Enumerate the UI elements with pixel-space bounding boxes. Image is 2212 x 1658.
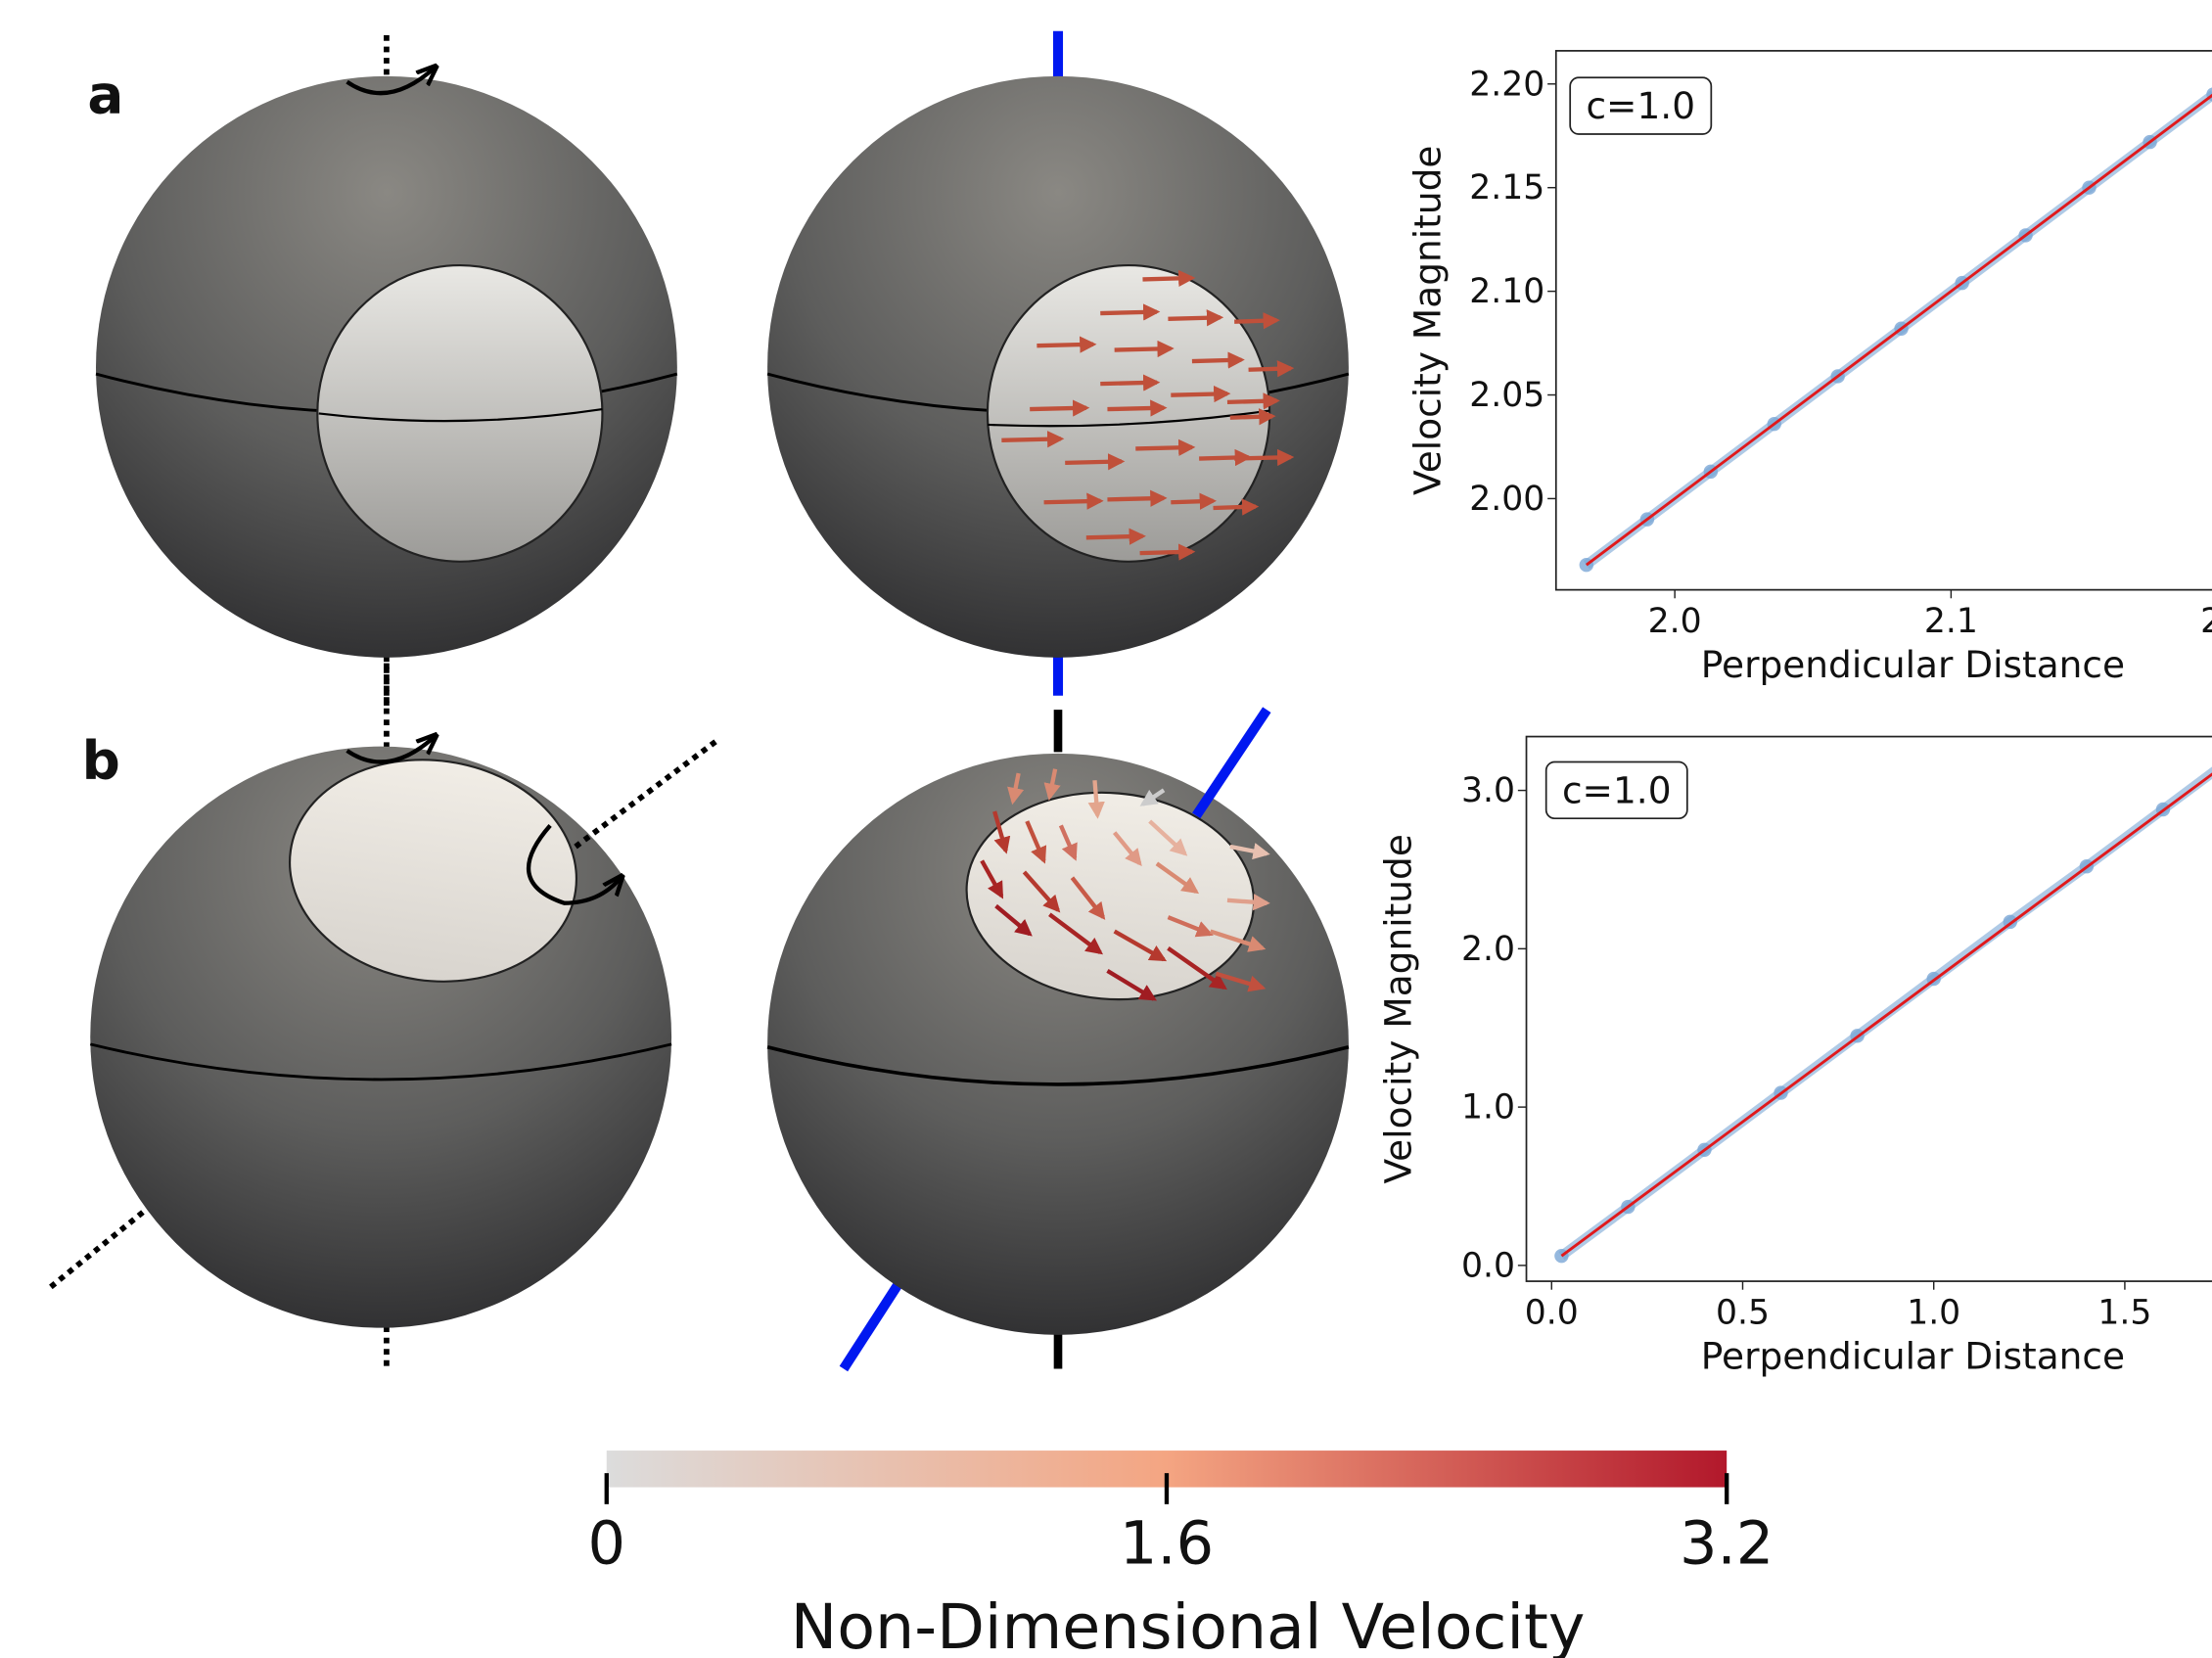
colorbar-tick-label: 3.2 bbox=[1680, 1509, 1774, 1578]
velocity-arrow bbox=[1044, 501, 1101, 502]
line-chart: 0.0 0.5 1.0 1.5 0.0 1.0 2.0 3.0 Perpendicular Di… bbox=[1376, 737, 2212, 1378]
velocity-arrow bbox=[1234, 457, 1291, 458]
figure: a b 2.02.12.22.002.052.102.152.20Perpend… bbox=[0, 0, 2212, 1658]
colorbar: 0 1.6 3.2 Non-Dimensional Velocity bbox=[588, 1451, 1774, 1658]
velocity-arrow bbox=[1065, 461, 1122, 462]
velocity-arrow bbox=[1249, 368, 1291, 369]
sphere-a-left bbox=[96, 35, 677, 706]
y-tick-label: 1.0 bbox=[1461, 1088, 1515, 1128]
colorbar-title: Non-Dimensional Velocity bbox=[791, 1590, 1586, 1658]
velocity-arrow bbox=[1140, 552, 1192, 553]
velocity-arrow bbox=[1192, 360, 1241, 361]
y-tick-label: 2.15 bbox=[1469, 168, 1544, 207]
velocity-arrow bbox=[1107, 498, 1164, 499]
line-chart: 2.0 2.1 2.2 2.00 2.05 2.10 2.15 2.20 Perpendicul… bbox=[1406, 51, 2212, 686]
velocity-arrow bbox=[1168, 317, 1220, 318]
y-axis-label: Velocity Magnitude bbox=[1376, 834, 1419, 1183]
y-tick-label: 2.0 bbox=[1461, 930, 1515, 969]
x-tick-label: 0.0 bbox=[1525, 1293, 1579, 1332]
sphere-b-left bbox=[51, 664, 716, 1369]
colorbar-tick-label: 1.6 bbox=[1120, 1509, 1214, 1578]
sphere-b-right bbox=[767, 710, 1349, 1368]
x-axis-label: Perpendicular Distance bbox=[1701, 1334, 2125, 1377]
y-tick-label: 2.00 bbox=[1469, 480, 1544, 519]
velocity-arrow bbox=[1227, 400, 1276, 401]
velocity-arrow bbox=[1030, 408, 1086, 409]
x-axis-label: Perpendicular Distance bbox=[1701, 643, 2125, 686]
x-tick-label: 0.5 bbox=[1716, 1293, 1770, 1332]
x-tick-label: 2.1 bbox=[1924, 602, 1978, 641]
velocity-arrow bbox=[1086, 536, 1143, 537]
velocity-arrow bbox=[1100, 383, 1157, 384]
y-tick-label: 0.0 bbox=[1461, 1246, 1515, 1285]
colorbar-tick-label: 0 bbox=[588, 1509, 626, 1578]
x-tick-label: 2.2 bbox=[2200, 602, 2212, 641]
velocity-arrow bbox=[1171, 501, 1213, 502]
velocity-arrow bbox=[1171, 393, 1227, 394]
panel-label: a bbox=[87, 63, 123, 125]
x-tick-label: 1.0 bbox=[1907, 1293, 1960, 1332]
velocity-arrow bbox=[1001, 438, 1061, 439]
velocity-arrow bbox=[1142, 278, 1191, 279]
y-tick-label: 2.10 bbox=[1469, 272, 1544, 311]
x-tick-label: 1.5 bbox=[2097, 1293, 2151, 1332]
annotation: c=1.0 bbox=[1586, 84, 1695, 127]
panel-label: b bbox=[82, 729, 120, 792]
velocity-arrow bbox=[1214, 507, 1256, 508]
y-tick-label: 3.0 bbox=[1461, 771, 1515, 810]
velocity-arrow bbox=[1094, 780, 1097, 815]
sphere-a-right bbox=[767, 31, 1349, 696]
y-tick-label: 2.05 bbox=[1469, 376, 1544, 415]
annotation: c=1.0 bbox=[1562, 768, 1672, 811]
x-tick-label: 2.0 bbox=[1648, 602, 1702, 641]
velocity-arrow bbox=[1115, 348, 1172, 349]
y-axis-label: Velocity Magnitude bbox=[1406, 146, 1450, 495]
velocity-arrow bbox=[1230, 416, 1272, 417]
velocity-arrow bbox=[1135, 447, 1192, 448]
y-tick-label: 2.20 bbox=[1469, 65, 1544, 104]
velocity-arrow bbox=[1227, 900, 1267, 903]
velocity-arrow bbox=[1107, 408, 1164, 409]
velocity-arrow bbox=[1234, 320, 1276, 321]
velocity-arrow bbox=[1100, 312, 1157, 313]
